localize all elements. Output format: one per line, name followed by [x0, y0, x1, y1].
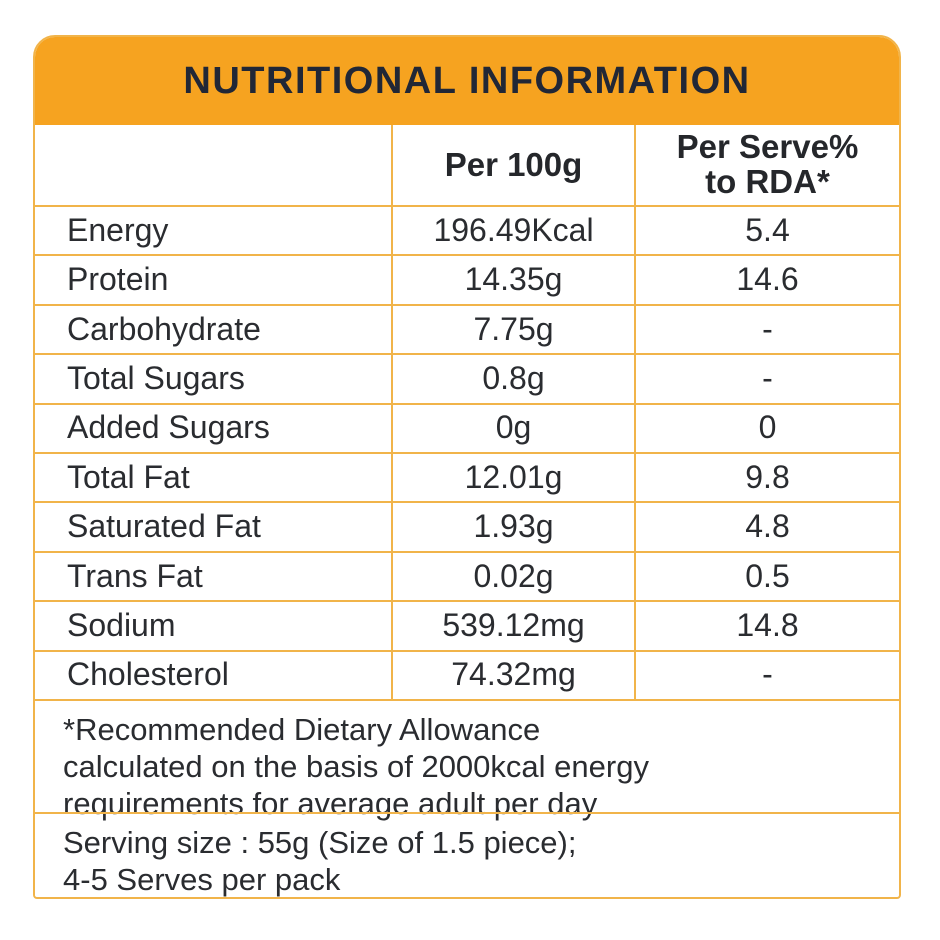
per-serve-rda-value: - — [634, 305, 899, 354]
rda-footnote: *Recommended Dietary Allowance calculate… — [35, 698, 899, 821]
rda-footnote-line: calculated on the basis of 2000kcal ener… — [63, 748, 649, 784]
nutrient-label: Trans Fat — [67, 557, 203, 594]
serving-size-note-line: 4-5 Serves per pack — [63, 861, 341, 897]
per-serve-rda-value: 0 — [634, 404, 899, 452]
table-row: Sodium 539.12mg 14.8 — [35, 600, 899, 650]
header-per-100g: Per 100g — [391, 125, 634, 205]
per-100g-value: 539.12mg — [391, 602, 634, 650]
per-serve-rda-value: 4.8 — [634, 503, 899, 551]
nutrient-label: Protein — [67, 261, 169, 298]
nutrient-label: Total Sugars — [67, 360, 245, 397]
header-per-serve-rda: Per Serve% to RDA* — [634, 125, 899, 205]
per-100g-value: 12.01g — [391, 453, 634, 502]
rda-footnote-line: *Recommended Dietary Allowance — [63, 711, 541, 747]
table-row: Cholesterol 74.32mg - — [35, 649, 899, 699]
per-100g-value: 1.93g — [391, 503, 634, 551]
table-row: Total Fat 12.01g 9.8 — [35, 451, 899, 502]
per-serve-rda-value: 5.4 — [634, 207, 899, 255]
table-row: Carbohydrate 7.75g - — [35, 303, 899, 354]
nutrition-card: NUTRITIONAL INFORMATION Per 100g Per Ser… — [33, 35, 901, 899]
nutrient-label: Cholesterol — [67, 656, 229, 693]
table-row: Saturated Fat 1.93g 4.8 — [35, 501, 899, 551]
nutrient-label: Energy — [67, 211, 169, 248]
per-100g-value: 0g — [391, 404, 634, 452]
serving-size-note: Serving size : 55g (Size of 1.5 piece); … — [35, 811, 899, 897]
nutrient-label: Sodium — [67, 607, 176, 644]
header-per-serve-rda-text: Per Serve% to RDA* — [676, 128, 859, 200]
per-100g-value: 196.49Kcal — [391, 207, 634, 255]
per-serve-rda-value: 9.8 — [634, 453, 899, 502]
per-serve-rda-value: 0.5 — [634, 552, 899, 601]
per-serve-rda-value: - — [634, 355, 899, 403]
table-row: Added Sugars 0g 0 — [35, 402, 899, 452]
per-100g-value: 74.32mg — [391, 651, 634, 699]
per-100g-value: 0.8g — [391, 355, 634, 403]
per-100g-value: 14.35g — [391, 256, 634, 304]
title-band: NUTRITIONAL INFORMATION — [35, 37, 899, 125]
nutrient-label: Added Sugars — [67, 409, 270, 446]
rda-footnote-line: requirements for average adult per day — [63, 785, 598, 821]
per-100g-value: 0.02g — [391, 552, 634, 601]
table-row: Protein 14.35g 14.6 — [35, 254, 899, 304]
nutrient-label: Saturated Fat — [67, 508, 261, 545]
per-100g-value: 7.75g — [391, 305, 634, 354]
page-title: NUTRITIONAL INFORMATION — [183, 59, 751, 102]
per-serve-rda-value: - — [634, 651, 899, 699]
nutrient-label: Total Fat — [67, 458, 190, 495]
table-row: Trans Fat 0.02g 0.5 — [35, 550, 899, 601]
header-blank-cell — [35, 125, 391, 205]
per-serve-rda-value: 14.6 — [634, 256, 899, 304]
table-header-row: Per 100g Per Serve% to RDA* — [35, 125, 899, 205]
table-row: Energy 196.49Kcal 5.4 — [35, 205, 899, 255]
serving-size-note-line: Serving size : 55g (Size of 1.5 piece); — [63, 824, 577, 860]
per-serve-rda-value: 14.8 — [634, 602, 899, 650]
nutrient-label: Carbohydrate — [67, 310, 261, 347]
table-row: Total Sugars 0.8g - — [35, 353, 899, 403]
